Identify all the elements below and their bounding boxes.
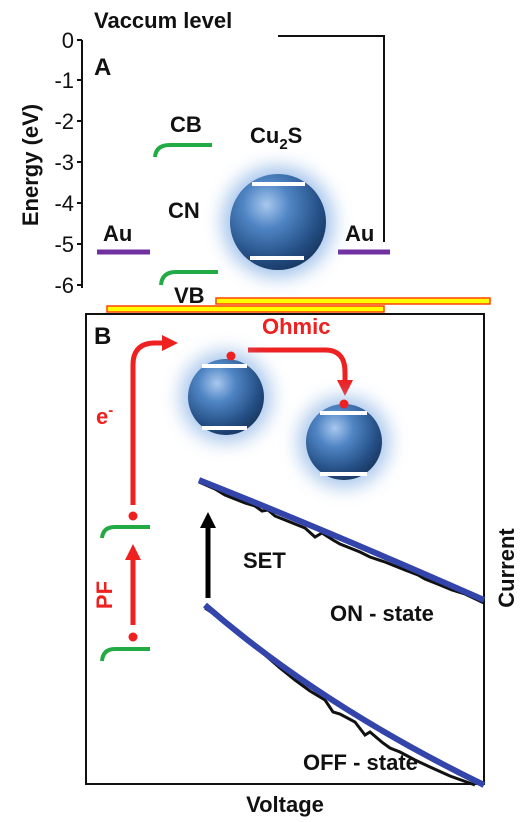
off-state-fit (203, 602, 486, 788)
cb-band (153, 143, 212, 158)
energy-axis-label: Energy (eV) (18, 104, 43, 226)
panel-separator (106, 297, 491, 313)
electron-dot (339, 399, 349, 409)
y-axis-ticks (77, 39, 82, 286)
off-state-label: OFF - state (303, 750, 418, 775)
ohmic-arrow (248, 347, 354, 397)
y-tick-4: -4 (54, 191, 74, 216)
y-tick-labels: 0 -1 -2 -3 -4 -5 -6 (54, 28, 74, 298)
y-tick-1: -1 (54, 68, 74, 93)
y-tick-0: 0 (62, 28, 74, 53)
panel-a-letter: A (94, 54, 111, 81)
voltage-axis-label: Voltage (246, 792, 324, 817)
cn-label: CN (168, 198, 200, 223)
electron-injection-arrow (130, 334, 179, 505)
on-state-curve (197, 477, 486, 605)
off-state-curve (203, 602, 486, 788)
electron-label: e- (96, 402, 113, 429)
nanoparticle-transfer (298, 396, 390, 488)
cb-label: CB (170, 112, 202, 137)
pf-upper-band (100, 525, 150, 539)
electron-dot (128, 511, 138, 521)
pf-lower-band (100, 647, 150, 662)
vacuum-level-line (278, 35, 385, 242)
cu2s-nanoparticle (222, 166, 334, 278)
panel-a: 0 -1 -2 -3 -4 -5 -6 Energy (eV) Vaccum l… (18, 8, 390, 308)
vacuum-level-label: Vaccum level (94, 8, 232, 33)
on-state-fit (197, 477, 486, 603)
ohmic-label: Ohmic (262, 314, 330, 339)
vb-band (159, 270, 218, 286)
au-right-label: Au (345, 221, 374, 246)
au-left-label: Au (103, 221, 132, 246)
electron-dot (226, 351, 236, 361)
y-tick-5: -5 (54, 232, 74, 257)
panel-b: B e- Ohmic PF SET (85, 313, 519, 817)
nanoparticle-charged (180, 351, 272, 443)
y-tick-2: -2 (54, 109, 74, 134)
on-state-data (198, 480, 485, 605)
electron-dot (128, 632, 138, 642)
vb-label: VB (174, 283, 205, 308)
on-state-label: ON - state (330, 601, 434, 626)
cu2s-label: Cu2S (250, 123, 302, 153)
y-tick-3: -3 (54, 150, 74, 175)
panel-b-frame (85, 313, 485, 785)
current-axis-label: Current (494, 528, 519, 608)
set-label: SET (243, 548, 286, 573)
y-tick-6: -6 (54, 273, 74, 298)
panel-b-letter: B (94, 323, 111, 350)
pf-label: PF (92, 581, 117, 609)
